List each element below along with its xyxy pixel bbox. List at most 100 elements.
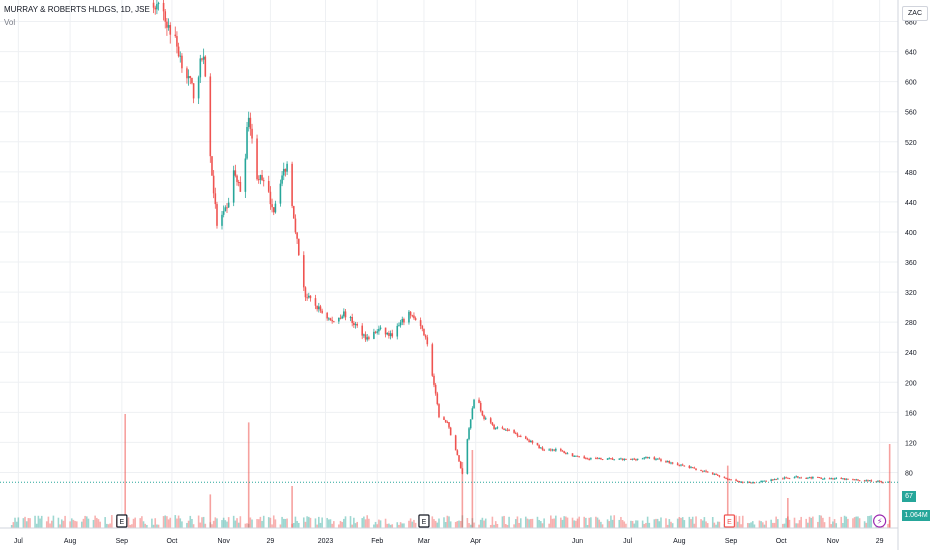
volume-bar bbox=[691, 516, 694, 528]
candle-body bbox=[204, 56, 207, 77]
candle-body bbox=[853, 479, 856, 481]
candle-body bbox=[536, 442, 539, 446]
candle-body bbox=[216, 204, 218, 226]
volume-bar bbox=[286, 518, 288, 528]
earnings-marker[interactable] bbox=[116, 514, 128, 528]
candle-body bbox=[608, 458, 611, 460]
candle-body bbox=[524, 436, 527, 439]
price-tick-label: 240 bbox=[905, 350, 917, 357]
candle-body bbox=[388, 332, 390, 336]
candle-body bbox=[201, 58, 203, 60]
candle-body bbox=[645, 457, 647, 459]
candle-body bbox=[411, 315, 414, 317]
volume-bar bbox=[770, 519, 772, 528]
candle-body bbox=[726, 478, 729, 480]
volume-bar bbox=[319, 522, 322, 528]
candle-body bbox=[309, 295, 312, 299]
volume-bar bbox=[192, 524, 195, 528]
volume-bar bbox=[141, 516, 143, 528]
candle-body bbox=[344, 311, 347, 318]
volume-bar bbox=[411, 521, 414, 528]
candle-body bbox=[633, 458, 636, 460]
candle-body bbox=[353, 322, 355, 326]
candle-body bbox=[461, 468, 464, 474]
candle-body bbox=[808, 477, 811, 479]
volume-bar bbox=[630, 520, 632, 528]
volume-bar bbox=[585, 517, 587, 528]
volume-bar bbox=[139, 518, 142, 528]
volume-bar bbox=[701, 520, 704, 528]
earnings-marker[interactable] bbox=[723, 514, 736, 528]
candle-body bbox=[236, 175, 238, 182]
volume-bar bbox=[611, 519, 614, 528]
volume-bar bbox=[314, 518, 317, 528]
volume-bar bbox=[748, 523, 751, 528]
candle-body bbox=[423, 328, 425, 336]
candle-body bbox=[211, 156, 213, 176]
candle-body bbox=[197, 77, 200, 99]
volume-bar bbox=[765, 520, 767, 528]
event-markers[interactable]: E E E ⚡ bbox=[116, 514, 887, 528]
volume-bar bbox=[793, 517, 796, 528]
candle-body bbox=[373, 331, 375, 339]
candle-body bbox=[366, 337, 369, 340]
candle-body bbox=[670, 462, 672, 464]
volume-bar bbox=[553, 518, 555, 528]
volume-bar bbox=[773, 522, 776, 528]
candle-body bbox=[560, 448, 562, 451]
dividend-marker[interactable] bbox=[873, 514, 887, 528]
candle-body bbox=[434, 384, 437, 394]
candle-body bbox=[281, 175, 283, 184]
time-tick-label: 29 bbox=[267, 538, 275, 545]
volume-bar bbox=[269, 517, 272, 528]
candle-body bbox=[681, 464, 684, 466]
volume-bar bbox=[353, 517, 355, 528]
candle-body bbox=[386, 332, 389, 335]
volume-bar bbox=[810, 517, 813, 528]
time-tick-label: Mar bbox=[418, 538, 431, 545]
volume-bar bbox=[284, 518, 287, 528]
candle-body bbox=[541, 447, 544, 450]
candle-body bbox=[576, 455, 579, 457]
candle-body bbox=[800, 477, 802, 479]
volume-bar bbox=[481, 517, 484, 528]
volume-bar bbox=[398, 524, 400, 528]
volume-bar bbox=[232, 515, 235, 528]
candle-body bbox=[187, 76, 190, 79]
candle-body bbox=[376, 331, 379, 333]
volume-bar bbox=[454, 521, 457, 528]
volume-bar bbox=[449, 521, 452, 528]
candle-body bbox=[833, 478, 836, 480]
candle-body bbox=[508, 429, 510, 431]
volume-bar bbox=[211, 524, 213, 528]
candle-body bbox=[421, 325, 424, 329]
volume-bar bbox=[631, 520, 634, 528]
earnings-marker[interactable] bbox=[418, 514, 430, 528]
candle-body bbox=[653, 457, 656, 460]
volume-bar bbox=[741, 515, 744, 528]
candle-body bbox=[596, 458, 599, 460]
candle-body bbox=[566, 453, 569, 455]
volume-spike bbox=[247, 422, 250, 528]
volume-bar bbox=[503, 515, 505, 528]
volume-bar bbox=[551, 518, 554, 528]
volume-bar bbox=[700, 519, 702, 528]
volume-bar bbox=[214, 517, 217, 528]
volume-bar bbox=[601, 524, 604, 528]
volume-bar bbox=[531, 518, 534, 528]
volume-bar bbox=[82, 518, 85, 528]
volume-bar bbox=[224, 520, 227, 528]
volume-spike bbox=[291, 486, 293, 528]
candle-body bbox=[526, 438, 529, 441]
volume-bar bbox=[887, 523, 889, 528]
time-tick-label: Aug bbox=[673, 538, 686, 545]
volume-bar bbox=[85, 516, 88, 528]
currency-badge[interactable]: ZAC bbox=[902, 6, 928, 21]
candle-body bbox=[186, 68, 188, 79]
volume-bar bbox=[586, 524, 589, 528]
volume-bar bbox=[788, 519, 791, 528]
candle-body bbox=[548, 449, 550, 451]
volume-bar bbox=[373, 524, 375, 528]
volume-bar bbox=[257, 519, 260, 528]
